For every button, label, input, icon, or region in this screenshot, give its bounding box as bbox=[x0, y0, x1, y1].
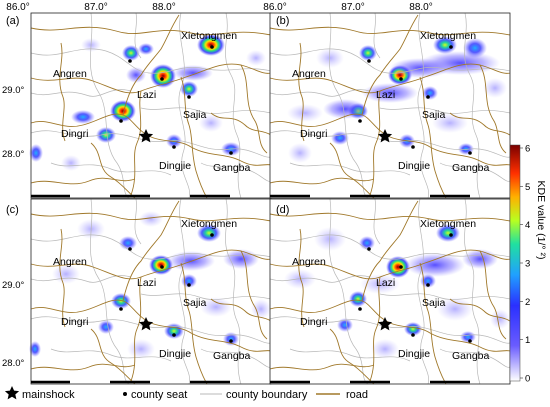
county-seat-xietongmen-b bbox=[449, 45, 453, 49]
place-label-dingri-d: Dingri bbox=[300, 316, 327, 328]
county-seat-dingri-b bbox=[358, 119, 362, 123]
panel-a: (a) Xietongmen Angren Lazi Sajia Dingri … bbox=[6, 12, 272, 199]
place-label-lazi-a: Lazi bbox=[137, 89, 156, 101]
county-seat-sajia-a bbox=[187, 95, 191, 99]
county-seat-gangba-b bbox=[468, 151, 472, 155]
county-seat-dingjie-c bbox=[172, 333, 176, 337]
place-label-angren-d: Angren bbox=[292, 256, 326, 268]
place-label-lazi-c: Lazi bbox=[137, 277, 156, 289]
colorbar-ramp bbox=[509, 144, 521, 382]
county-seat-gangba-a bbox=[229, 151, 233, 155]
legend-mainshock-label: mainshock bbox=[22, 389, 75, 401]
panel-d: (d) Xietongmen Angren Lazi Sajia Dingri … bbox=[269, 198, 511, 385]
colorbar-tick-label: 4 bbox=[525, 220, 530, 231]
x-tick-label-88: 88.0° bbox=[152, 2, 175, 13]
county-seat-xietongmen-d bbox=[449, 233, 453, 237]
county-seat-dingjie-d bbox=[411, 333, 415, 337]
panel-b-label: (b) bbox=[276, 15, 289, 27]
legend-county-seat-dot-icon bbox=[123, 392, 127, 396]
county-seat-dingjie-a bbox=[172, 145, 176, 149]
mainshock-star-a bbox=[138, 129, 154, 143]
colorbar-title: KDE value (1/° ²) bbox=[535, 181, 547, 260]
colorbar-tick-label: 0 bbox=[525, 374, 530, 385]
panel-b: (b) Xietongmen Angren Lazi Sajia Dingri … bbox=[269, 12, 511, 199]
place-label-dingri-b: Dingri bbox=[300, 128, 327, 140]
colorbar-tick-label: 2 bbox=[525, 297, 530, 308]
place-label-xietongmen-a: Xietongmen bbox=[181, 30, 237, 42]
place-label-sajia-d: Sajia bbox=[422, 297, 446, 309]
place-label-dingjie-b: Dingjie bbox=[398, 160, 430, 172]
place-label-angren-a: Angren bbox=[53, 68, 87, 80]
mainshock-star-b bbox=[377, 129, 393, 143]
county-seat-lazi-b bbox=[399, 77, 403, 81]
place-label-angren-c: Angren bbox=[53, 256, 87, 268]
mainshock-star-c bbox=[138, 317, 154, 331]
colorbar-tick-label: 3 bbox=[525, 259, 530, 270]
county-seat-dingri-a bbox=[119, 119, 123, 123]
panel-a-label: (a) bbox=[6, 15, 19, 27]
county-seat-xietongmen-c bbox=[210, 233, 214, 237]
legend-mainshock-star-icon bbox=[4, 386, 20, 400]
county-seat-lazi-a bbox=[160, 77, 164, 81]
panel-d-label: (d) bbox=[276, 204, 289, 216]
place-label-sajia-c: Sajia bbox=[183, 297, 207, 309]
mainshock-star-d bbox=[377, 317, 393, 331]
county-seat-sajia-d bbox=[426, 283, 430, 287]
place-label-xietongmen-b: Xietongmen bbox=[420, 30, 476, 42]
place-label-sajia-a: Sajia bbox=[183, 109, 207, 121]
county-seat-sajia-c bbox=[187, 283, 191, 287]
county-seat-angren-c bbox=[128, 247, 132, 251]
legend-county-seat-label: county seat bbox=[131, 389, 187, 401]
place-label-sajia-b: Sajia bbox=[422, 109, 446, 121]
county-seat-angren-a bbox=[128, 59, 132, 63]
y-tick-label-29-bottom: 29.0° bbox=[2, 280, 24, 291]
place-label-dingri-c: Dingri bbox=[61, 316, 88, 328]
place-label-gangba-a: Gangba bbox=[213, 162, 251, 174]
county-seat-lazi-c bbox=[160, 265, 164, 269]
legend-road-label: road bbox=[346, 389, 368, 401]
place-label-gangba-c: Gangba bbox=[213, 350, 251, 362]
place-label-dingri-a: Dingri bbox=[61, 128, 88, 140]
county-seat-xietongmen-a bbox=[210, 45, 214, 49]
county-seat-dingri-c bbox=[119, 307, 123, 311]
place-label-xietongmen-c: Xietongmen bbox=[181, 218, 237, 230]
place-label-dingjie-d: Dingjie bbox=[398, 348, 430, 360]
x-tick-label-87-right: 87.0° bbox=[341, 2, 364, 13]
colorbar-tick-label: 6 bbox=[525, 144, 530, 155]
x-tick-label-88-right: 88.0° bbox=[409, 2, 432, 13]
panel-c-label: (c) bbox=[6, 204, 19, 216]
colorbar-tick-label: 5 bbox=[525, 182, 530, 193]
colorbar-ticks: 6 5 4 3 2 1 0 bbox=[520, 144, 530, 385]
colorbar-tick-label: 1 bbox=[525, 335, 530, 346]
panel-c: (c) Xietongmen Angren Lazi Sajia Dingri … bbox=[6, 198, 272, 385]
county-seat-gangba-c bbox=[229, 339, 233, 343]
x-tick-label-86: 86.0° bbox=[6, 2, 29, 13]
place-label-lazi-b: Lazi bbox=[376, 89, 395, 101]
place-label-dingjie-a: Dingjie bbox=[159, 160, 191, 172]
county-seat-sajia-b bbox=[426, 95, 430, 99]
county-seat-angren-b bbox=[367, 59, 371, 63]
y-tick-label-28-bottom: 28.0° bbox=[2, 358, 24, 369]
place-label-dingjie-c: Dingjie bbox=[159, 348, 191, 360]
panel-b-frame bbox=[269, 12, 511, 199]
place-label-gangba-b: Gangba bbox=[452, 162, 490, 174]
county-seat-dingjie-b bbox=[411, 145, 415, 149]
x-tick-label-87: 87.0° bbox=[84, 2, 107, 13]
legend-county-boundary-label: county boundary bbox=[226, 389, 308, 401]
x-tick-label-86-right: 86.0° bbox=[263, 2, 286, 13]
county-seat-gangba-d bbox=[468, 339, 472, 343]
place-label-xietongmen-d: Xietongmen bbox=[420, 218, 476, 230]
legend: mainshock county seat county boundary ro… bbox=[4, 386, 368, 401]
county-seat-angren-d bbox=[367, 247, 371, 251]
place-label-gangba-d: Gangba bbox=[452, 350, 490, 362]
y-tick-label-28-top: 28.0° bbox=[2, 149, 24, 160]
colorbar: 6 5 4 3 2 1 0 KDE value (1/° ²) bbox=[509, 144, 547, 385]
place-label-angren-b: Angren bbox=[292, 68, 326, 80]
county-seat-dingri-d bbox=[358, 307, 362, 311]
county-seat-lazi-d bbox=[399, 265, 403, 269]
y-tick-label-29-top: 29.0° bbox=[2, 85, 24, 96]
place-label-lazi-d: Lazi bbox=[376, 277, 395, 289]
